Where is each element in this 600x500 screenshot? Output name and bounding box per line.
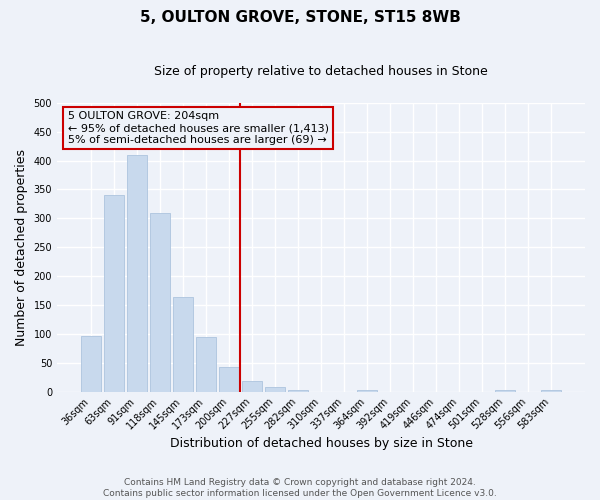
X-axis label: Distribution of detached houses by size in Stone: Distribution of detached houses by size …: [170, 437, 473, 450]
Bar: [496, 390, 515, 392]
Bar: [242, 380, 262, 392]
Bar: [127, 155, 146, 392]
Title: Size of property relative to detached houses in Stone: Size of property relative to detached ho…: [154, 65, 488, 78]
Bar: [173, 298, 193, 392]
Bar: [288, 390, 308, 392]
Bar: [219, 368, 239, 392]
Y-axis label: Number of detached properties: Number of detached properties: [15, 148, 28, 346]
Text: 5 OULTON GROVE: 204sqm
← 95% of detached houses are smaller (1,413)
5% of semi-d: 5 OULTON GROVE: 204sqm ← 95% of detached…: [68, 112, 329, 144]
Bar: [541, 390, 561, 392]
Text: 5, OULTON GROVE, STONE, ST15 8WB: 5, OULTON GROVE, STONE, ST15 8WB: [140, 10, 460, 25]
Bar: [196, 336, 216, 392]
Bar: [104, 195, 124, 392]
Bar: [265, 387, 285, 392]
Bar: [357, 390, 377, 392]
Bar: [81, 336, 101, 392]
Bar: [150, 212, 170, 392]
Text: Contains HM Land Registry data © Crown copyright and database right 2024.
Contai: Contains HM Land Registry data © Crown c…: [103, 478, 497, 498]
